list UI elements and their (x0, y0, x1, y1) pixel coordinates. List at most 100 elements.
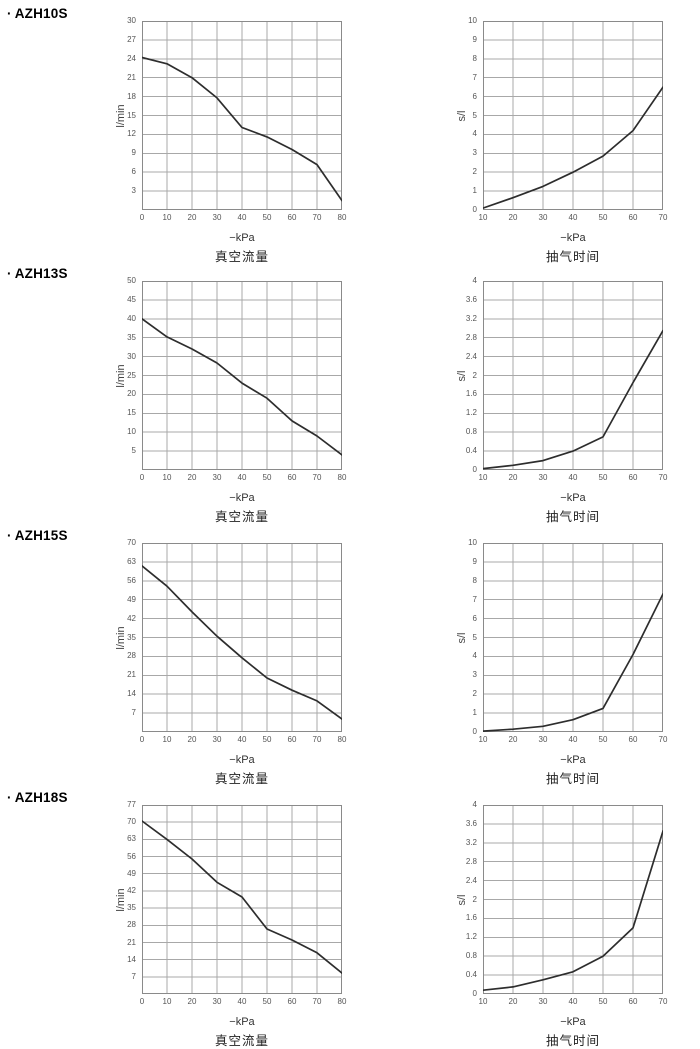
y-tick-label: 10 (468, 16, 477, 25)
y-tick-label: 49 (127, 868, 136, 878)
y-tick-label: 63 (127, 556, 136, 566)
y-tick-label: 0.4 (465, 446, 477, 456)
y-axis-label: l/min (115, 625, 127, 650)
x-tick-label: 40 (237, 213, 247, 222)
y-tick-label: 0 (472, 727, 477, 736)
y-tick-label: 14 (127, 954, 136, 964)
y-tick-label: 21 (127, 937, 136, 947)
x-tick-label: 20 (508, 997, 518, 1006)
y-tick-label: 18 (127, 91, 136, 101)
y-tick-label: 0 (472, 205, 477, 214)
chart-row-azh18s: · AZH18S 7 14 21 28 35 42 49 56 63 70 77 0 10 20 30 40 50… (0, 784, 700, 1049)
chart-row-azh13s: · AZH13S 5 10 15 20 25 30 35 40 45 50 0 10 20 30 40 50 60… (0, 260, 700, 524)
model-title: · AZH15S (7, 528, 68, 543)
x-tick-label: 70 (312, 213, 322, 222)
x-tick-label: 10 (478, 213, 488, 222)
evacuation-time-chart: 0 1 2 3 4 5 6 7 8 9 10 10 20 30 40 50 60 70 s/l −kPa 抽气时间 (456, 522, 667, 787)
plot-border (142, 543, 342, 732)
x-axis-label: −kPa (560, 492, 586, 504)
plot-border (142, 21, 342, 210)
y-tick-label: 6 (131, 167, 136, 177)
y-tick-label: 7 (131, 971, 136, 981)
y-tick-label: 21 (127, 72, 136, 82)
y-tick-label: 70 (127, 817, 136, 827)
x-tick-label: 50 (598, 213, 608, 222)
chart-row-azh10s: · AZH10S 3 6 9 12 15 18 21 24 27 30 0 10 20 30 40 50 60 70… (0, 0, 700, 265)
x-tick-label: 30 (212, 473, 222, 482)
y-tick-label: 3 (472, 148, 477, 158)
grid-lines (141, 280, 343, 470)
x-tick-label: 20 (187, 213, 197, 222)
y-tick-label: 5 (472, 632, 477, 642)
y-tick-label: 12 (127, 129, 136, 139)
x-tick-label: 70 (658, 735, 668, 744)
y-tick-label: 10 (468, 538, 477, 547)
y-tick-label: 2 (472, 167, 477, 177)
grid-lines (141, 804, 343, 994)
y-tick-label: 35 (127, 632, 136, 642)
x-tick-label: 0 (139, 213, 145, 222)
y-tick-label: 8 (472, 575, 477, 585)
y-tick-label: 27 (127, 34, 136, 44)
y-tick-label: 42 (127, 613, 136, 623)
y-tick-label: 63 (127, 834, 136, 844)
x-tick-label: 30 (538, 997, 548, 1006)
x-tick-label: 70 (312, 735, 322, 744)
y-tick-label: 2.8 (465, 332, 477, 342)
y-tick-label: 3.2 (465, 313, 477, 323)
plot-svg (482, 542, 664, 733)
y-tick-label: 5 (472, 110, 477, 120)
y-tick-label: 2 (472, 689, 477, 699)
x-tick-label: 10 (162, 213, 172, 222)
plot-area (482, 542, 664, 733)
data-curve (482, 593, 664, 732)
chart-title: 抽气时间 (545, 1034, 600, 1048)
bullet-icon: · (7, 6, 12, 21)
y-axis-label: s/l (456, 370, 468, 381)
x-tick-label: 0 (139, 997, 145, 1006)
x-tick-label: 10 (162, 473, 172, 482)
y-tick-label: 1.6 (465, 389, 477, 399)
plot-area (141, 804, 343, 994)
data-curve (141, 317, 343, 456)
x-axis-label: −kPa (560, 754, 586, 766)
x-axis-label: −kPa (229, 754, 255, 766)
y-tick-label: 24 (127, 53, 136, 63)
vacuum-flow-chart: 7 14 21 28 35 42 49 56 63 70 77 0 10 20 30 40 50 60 70 80 l/… (115, 784, 346, 1049)
x-tick-label: 30 (212, 997, 222, 1006)
x-tick-label: 70 (658, 213, 668, 222)
plot-border (483, 805, 663, 994)
y-axis-label: s/l (456, 110, 468, 121)
model-title: · AZH13S (7, 266, 68, 281)
x-tick-label: 40 (568, 997, 578, 1006)
x-tick-label: 60 (628, 473, 638, 482)
chart-row-azh15s: · AZH15S 7 14 21 28 35 42 49 56 63 70 0 10 20 30 40 50 60… (0, 522, 700, 787)
evacuation-time-chart: 0 1 2 3 4 5 6 7 8 9 10 10 20 30 40 50 60 70 s/l −kPa 抽气时间 (456, 0, 667, 265)
y-tick-label: 2.8 (465, 856, 477, 866)
y-tick-label: 50 (127, 276, 136, 285)
y-tick-label: 3 (131, 186, 136, 196)
x-tick-label: 40 (237, 735, 247, 744)
x-tick-label: 20 (187, 473, 197, 482)
chart-title: 真空流量 (214, 1034, 269, 1048)
x-tick-label: 10 (478, 997, 488, 1006)
x-tick-label: 70 (312, 997, 322, 1006)
y-tick-label: 9 (131, 148, 136, 158)
y-tick-label: 0.4 (465, 970, 477, 980)
y-tick-label: 3.2 (465, 837, 477, 847)
x-tick-label: 10 (478, 735, 488, 744)
x-tick-label: 30 (538, 473, 548, 482)
plot-area (141, 542, 343, 732)
plot-area (141, 20, 343, 210)
x-axis-label: −kPa (560, 232, 586, 244)
grid-lines (482, 20, 664, 211)
chart-title: 抽气时间 (545, 772, 600, 786)
data-curve (482, 329, 664, 470)
bullet-icon: · (7, 790, 12, 805)
data-curve (141, 565, 343, 720)
y-tick-label: 0.8 (465, 427, 477, 437)
y-tick-label: 30 (127, 16, 136, 25)
plot-border (483, 281, 663, 470)
x-tick-label: 20 (187, 997, 197, 1006)
plot-svg (482, 280, 664, 471)
